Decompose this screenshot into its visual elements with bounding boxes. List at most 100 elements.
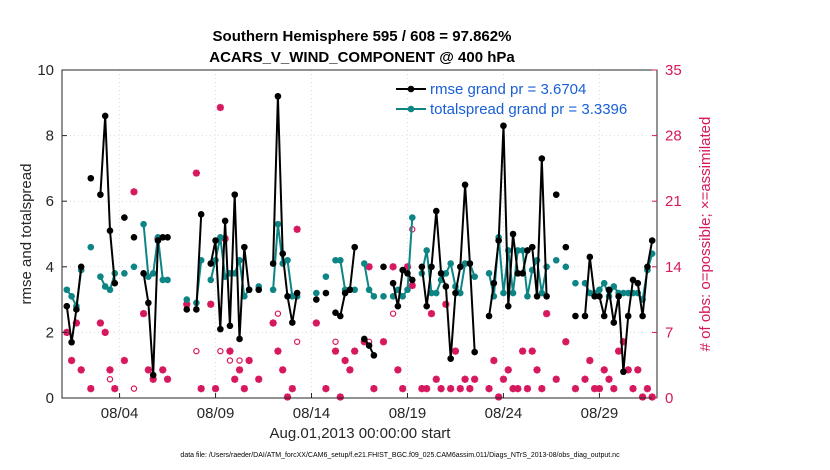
totalspread-point	[524, 293, 531, 300]
totalspread-point	[562, 263, 570, 271]
obs-assimilated-point	[279, 366, 287, 374]
rmse-point	[289, 319, 296, 326]
obs-assimilated-point	[451, 347, 460, 355]
obs-assimilated-point	[490, 356, 498, 365]
obs-assimilated-point	[226, 347, 234, 355]
obs-assimilated-point	[423, 385, 431, 393]
rmse-point	[389, 279, 397, 287]
rmse-point	[552, 191, 560, 198]
totalspread-point	[337, 256, 344, 264]
obs-assimilated-point	[648, 393, 656, 401]
totalspread-point	[610, 283, 618, 290]
obs-assimilated-point	[418, 385, 426, 393]
totalspread-point	[552, 256, 560, 264]
totalspread-point	[586, 289, 594, 297]
totalspread-point	[121, 270, 128, 277]
rmse-point	[159, 233, 167, 241]
legend-rmse-marker	[407, 85, 415, 93]
totalspread-point	[572, 279, 579, 287]
obs-assimilated-point	[519, 347, 527, 355]
obs-assimilated-point	[245, 356, 253, 365]
rmse-point	[581, 312, 589, 320]
rmse-point	[644, 263, 651, 271]
rmse-point	[351, 243, 359, 251]
obs-assimilated-point	[562, 338, 570, 346]
obs-assimilated-point	[370, 385, 378, 393]
rmse-point	[269, 260, 277, 267]
rmse-point	[241, 243, 248, 251]
obs-assimilated-point	[235, 366, 244, 374]
rmse-point	[231, 191, 239, 198]
totalspread-point	[360, 260, 368, 267]
totalspread-point	[63, 286, 71, 294]
rmse-point	[394, 302, 402, 310]
obs-possible-point	[236, 357, 243, 364]
rmse-point	[447, 355, 454, 362]
rmse-point	[101, 112, 109, 120]
obs-possible-point	[332, 338, 339, 345]
obs-assimilated-point	[346, 366, 354, 374]
obs-assimilated-point	[399, 385, 407, 393]
totalspread-point	[145, 273, 152, 280]
obs-assimilated-point	[106, 366, 114, 374]
rmse-point	[533, 293, 541, 300]
obs-assimilated-point	[159, 366, 167, 374]
rmse-point	[456, 263, 464, 271]
rmse-point	[212, 237, 219, 244]
rmse-point	[145, 299, 152, 307]
rmse-point	[442, 283, 450, 290]
totalspread-point	[269, 286, 277, 294]
rmse-point	[360, 335, 368, 343]
rmse-point	[408, 276, 416, 284]
rmse-point	[140, 270, 147, 277]
obs-assimilated-point	[255, 375, 263, 383]
rmse-point	[399, 266, 406, 274]
obs-assimilated-point	[485, 385, 493, 393]
y-left-tick-label: 2	[46, 324, 54, 341]
totalspread-point	[159, 276, 167, 284]
obs-possible-point	[293, 338, 301, 345]
obs-possible-point	[106, 376, 114, 383]
totalspread-point	[130, 263, 138, 271]
obs-assimilated-point	[461, 375, 469, 383]
totalspread-point	[485, 270, 493, 277]
totalspread-point	[456, 289, 464, 297]
totalspread-point	[380, 293, 387, 300]
plot-area	[63, 92, 656, 401]
obs-possible-point	[130, 385, 138, 392]
rmse-point	[207, 260, 215, 267]
obs-assimilated-point	[72, 319, 80, 327]
totalspread-point	[313, 289, 320, 297]
rmse-point	[620, 368, 627, 376]
totalspread-point	[408, 214, 416, 221]
obs-assimilated-point	[571, 385, 580, 393]
rmse-point	[471, 348, 478, 356]
rmse-point	[504, 302, 512, 310]
rmse-point	[154, 237, 162, 244]
rmse-point	[596, 293, 603, 300]
obs-assimilated-point	[619, 338, 628, 346]
rmse-point	[639, 312, 646, 320]
totalspread-point	[322, 273, 330, 280]
obs-assimilated-point	[120, 356, 128, 365]
rmse-point	[428, 263, 435, 271]
totalspread-point	[399, 293, 406, 300]
totalspread-point	[538, 289, 546, 297]
obs-assimilated-point	[504, 366, 512, 374]
rmse-point	[313, 296, 320, 303]
rmse-point	[97, 191, 104, 198]
obs-assimilated-point	[269, 319, 277, 327]
rmse-point	[543, 293, 550, 300]
rmse-point	[519, 270, 526, 277]
y-right-tick-label: 35	[665, 62, 682, 79]
rmse-point	[485, 312, 493, 320]
totalspread-point	[461, 260, 469, 267]
rmse-point	[380, 263, 387, 271]
obs-assimilated-point	[207, 300, 215, 308]
obs-assimilated-point	[427, 310, 436, 318]
obs-assimilated-point	[67, 356, 76, 365]
x-tick-label: 08/29	[581, 405, 619, 422]
totalspread-point	[423, 247, 430, 254]
obs-assimilated-point	[437, 385, 445, 393]
grid-lines	[62, 70, 657, 398]
